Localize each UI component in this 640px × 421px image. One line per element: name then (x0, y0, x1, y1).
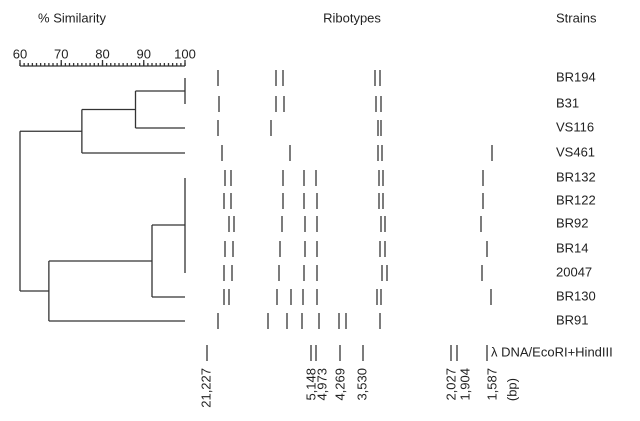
marker-label: 1,904 (457, 368, 472, 401)
marker-name: λ DNA/EcoRI+HindIII (491, 344, 613, 359)
strain-label: B31 (556, 95, 579, 110)
marker-label: 2,027 (443, 368, 458, 401)
marker-label: 4,269 (332, 368, 347, 401)
marker-unit: (bp) (504, 378, 519, 401)
figure: % Similarity Ribotypes Strains λ DNA/Eco… (0, 0, 640, 421)
strain-label: BR92 (556, 215, 589, 230)
lanes-title: Ribotypes (323, 10, 381, 25)
strain-label: BR194 (556, 69, 596, 84)
marker-label: 1,587 (484, 368, 499, 401)
x-tick-label: 80 (95, 46, 109, 61)
strain-label: BR14 (556, 240, 589, 255)
strains-title: Strains (556, 10, 597, 25)
x-tick-label: 60 (13, 46, 27, 61)
x-tick-label: 90 (137, 46, 151, 61)
strain-label: BR132 (556, 169, 596, 184)
marker-label: 21,227 (198, 368, 213, 408)
strain-label: BR122 (556, 192, 596, 207)
strain-label: BR91 (556, 312, 589, 327)
strain-label: 20047 (556, 264, 592, 279)
marker-label: 4,973 (314, 368, 329, 401)
strain-label: VS461 (556, 144, 595, 159)
marker-label: 3,530 (354, 368, 369, 401)
strain-label: VS116 (556, 119, 594, 134)
strain-label: BR130 (556, 288, 596, 303)
x-tick-label: 100 (174, 46, 196, 61)
axis-title: % Similarity (38, 10, 106, 25)
x-tick-label: 70 (54, 46, 68, 61)
